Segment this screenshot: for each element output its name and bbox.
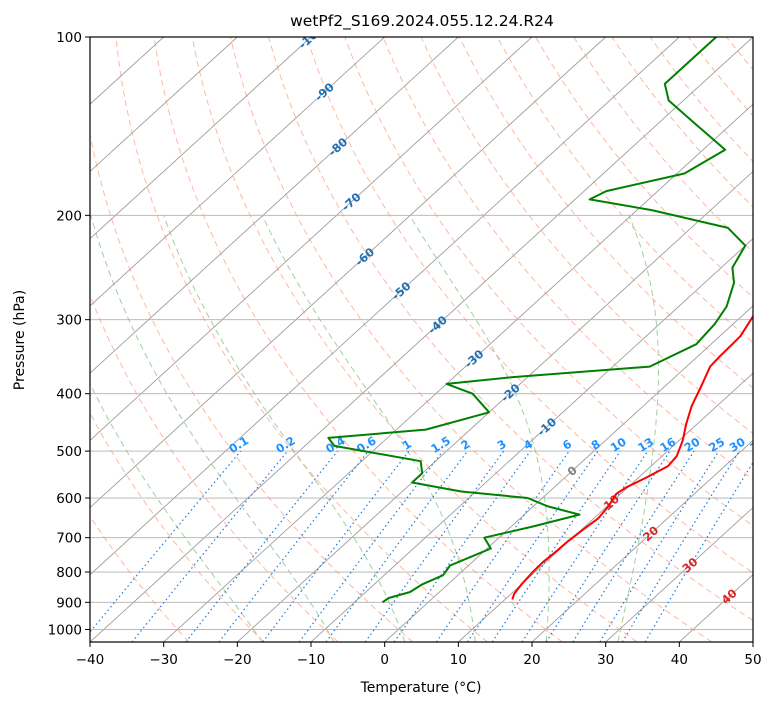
moist-adiabat-line — [163, 215, 406, 642]
x-tick-label: 0 — [380, 652, 389, 668]
isobar-gridlines — [90, 37, 753, 630]
isotherm-line — [90, 37, 606, 509]
y-tick-label: 600 — [56, 491, 82, 507]
isotherm-line — [90, 37, 753, 642]
mixing-ratio-line — [545, 450, 671, 642]
x-tick-label: −10 — [297, 652, 326, 668]
dry-adiabat-line — [90, 131, 414, 642]
y-tick-label: 100 — [56, 30, 82, 46]
x-tick-label: 40 — [671, 652, 688, 668]
dry-adiabat-line — [268, 37, 753, 622]
y-tick-label: 200 — [56, 208, 82, 224]
x-axis-title: Temperature (°C) — [360, 680, 482, 696]
mixing-ratio-label: 36 — [747, 435, 768, 455]
moist-adiabat-line — [261, 215, 476, 642]
dry-adiabat-line — [115, 37, 488, 642]
chart-title: wetPf2_S169.2024.055.12.24.R24 — [290, 12, 554, 31]
mixing-ratio-lines — [90, 450, 753, 642]
moist-adiabat-line — [90, 215, 335, 642]
mixing-ratio-line — [521, 450, 649, 642]
isotherm-line — [90, 37, 459, 374]
dewpoint-profile-line — [327, 37, 747, 604]
mixing-ratio-line — [466, 450, 599, 642]
mixing-ratio-line — [262, 450, 410, 642]
moist-adiabat-line — [409, 215, 550, 642]
dry-adiabats — [90, 37, 753, 642]
isotherm-line — [531, 439, 753, 642]
isotherm-line — [605, 506, 753, 642]
dry-adiabat-line — [90, 293, 339, 642]
x-tick-label: −20 — [223, 652, 252, 668]
dry-adiabat-line — [496, 37, 753, 344]
dry-adiabat-line — [382, 37, 753, 481]
isotherm-line — [90, 37, 680, 576]
dry-adiabat-line — [191, 37, 638, 642]
mixing-ratio-line — [491, 450, 621, 642]
sounding-profiles — [327, 37, 753, 604]
mixing-ratio-line — [185, 450, 339, 642]
moist-adiabat-line — [617, 215, 659, 642]
x-tick-label: 10 — [450, 652, 467, 668]
moist-adiabat-line — [90, 382, 263, 642]
isotherm-line — [90, 37, 312, 240]
y-tick-label: 800 — [56, 565, 82, 581]
y-tick-label: 900 — [56, 595, 82, 611]
isotherm-line — [384, 305, 753, 642]
x-tick-label: −40 — [76, 652, 105, 668]
y-tick-label: 500 — [56, 444, 82, 460]
x-axis: −40 −30 −20 −10 0 10 20 30 40 50 — [76, 642, 762, 668]
y-axis-title: Pressure (hPa) — [12, 290, 28, 390]
dry-adiabat-line — [306, 37, 753, 574]
mixing-ratio-line — [599, 450, 720, 642]
mixing-ratio-line — [435, 450, 570, 642]
x-tick-label: 50 — [744, 652, 761, 668]
y-axis: 1000 900 800 700 600 500 400 300 200 100 — [48, 30, 90, 638]
y-tick-label: 700 — [56, 531, 82, 547]
x-tick-label: −30 — [149, 652, 178, 668]
mixing-ratio-line — [131, 450, 289, 642]
dry-adiabat-line — [153, 37, 563, 642]
moist-adiabats — [90, 215, 659, 642]
y-tick-label: 300 — [56, 313, 82, 329]
mixing-ratio-line — [572, 450, 695, 642]
isotherm-line — [310, 238, 753, 642]
temperature-profile-line — [511, 314, 753, 600]
x-tick-label: 30 — [597, 652, 614, 668]
isotherm-line — [237, 170, 753, 642]
mixing-ratio-line — [644, 461, 753, 642]
mixing-ratio-line — [621, 450, 740, 642]
plot-frame — [89, 36, 754, 643]
dry-adiabat-line — [90, 412, 264, 642]
isotherm-line — [163, 103, 753, 642]
x-tick-label: 20 — [523, 652, 540, 668]
y-tick-label: 1000 — [48, 622, 82, 638]
y-tick-label: 400 — [56, 387, 82, 403]
isotherm-line — [90, 37, 238, 173]
isotherm-line — [90, 37, 533, 441]
isotherm-line — [90, 37, 385, 307]
dry-adiabat-line — [535, 37, 753, 298]
dry-adiabat-line — [90, 515, 190, 642]
